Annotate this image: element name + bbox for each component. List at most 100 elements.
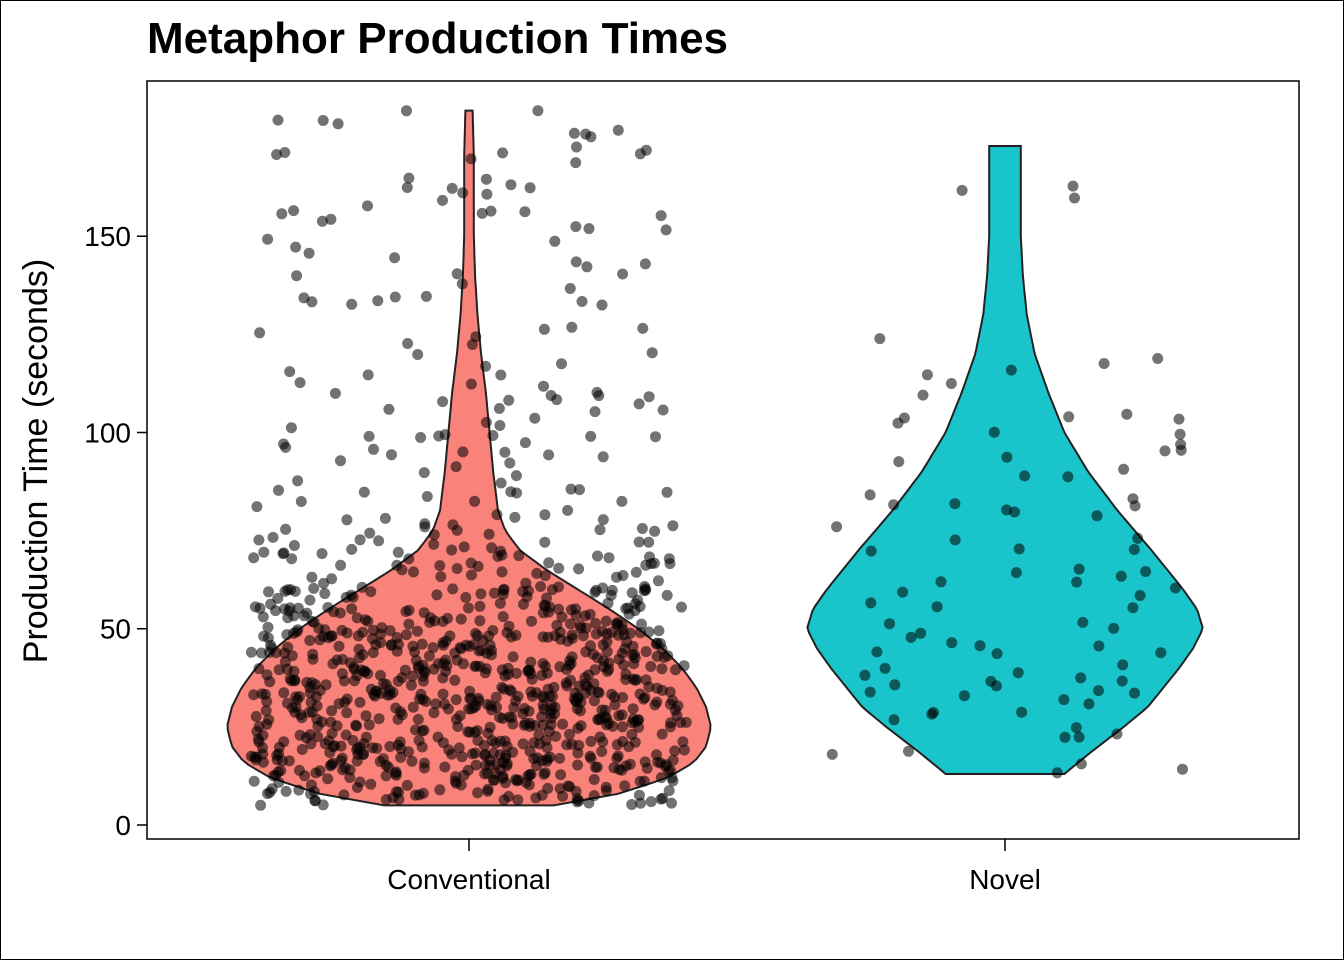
- data-point-conventional: [401, 182, 413, 193]
- data-point-conventional: [629, 652, 641, 664]
- data-point-conventional: [594, 524, 606, 536]
- data-point-conventional: [419, 667, 431, 679]
- data-point-conventional: [626, 799, 638, 810]
- data-point-conventional: [482, 698, 493, 710]
- data-point-conventional: [384, 684, 396, 696]
- data-point-conventional: [613, 763, 625, 775]
- data-point-conventional: [661, 589, 673, 601]
- data-point-conventional: [423, 650, 435, 662]
- data-point-conventional: [326, 705, 338, 717]
- data-point-conventional: [248, 689, 260, 701]
- data-point-conventional: [617, 268, 629, 280]
- data-point-conventional: [572, 759, 584, 771]
- data-point-conventional: [413, 789, 425, 801]
- data-point-novel: [888, 499, 900, 511]
- data-point-conventional: [585, 735, 597, 747]
- data-point-conventional: [566, 632, 578, 644]
- data-point-conventional: [263, 586, 274, 598]
- data-point-conventional: [652, 575, 664, 587]
- data-point-conventional: [474, 615, 486, 627]
- data-point-conventional: [566, 321, 578, 333]
- data-point-conventional: [678, 744, 690, 756]
- data-point-conventional: [592, 550, 603, 562]
- y-tick-label: 50: [100, 614, 131, 645]
- data-point-conventional: [363, 719, 375, 731]
- data-point-conventional: [643, 536, 655, 548]
- data-point-conventional: [428, 529, 440, 541]
- data-point-conventional: [545, 719, 557, 730]
- data-point-conventional: [368, 443, 379, 455]
- data-point-conventional: [285, 422, 297, 434]
- data-point-conventional: [460, 639, 472, 651]
- data-point-conventional: [325, 213, 337, 225]
- data-point-novel: [1001, 504, 1013, 516]
- data-point-conventional: [308, 582, 320, 594]
- data-point-novel: [879, 662, 891, 674]
- data-point-conventional: [640, 674, 652, 686]
- data-point-novel: [874, 333, 886, 345]
- data-point-conventional: [288, 665, 300, 677]
- data-point-conventional: [649, 525, 661, 537]
- data-point-conventional: [310, 767, 322, 779]
- data-point-conventional: [627, 703, 639, 715]
- data-point-novel: [945, 378, 957, 389]
- data-point-novel: [831, 521, 843, 533]
- data-point-novel: [865, 545, 877, 557]
- data-point-conventional: [251, 751, 263, 763]
- data-point-conventional: [319, 588, 331, 599]
- data-point-conventional: [411, 625, 423, 637]
- data-point-conventional: [617, 736, 629, 747]
- data-point-conventional: [421, 491, 433, 502]
- data-point-conventional: [570, 609, 582, 621]
- data-point-novel: [1127, 602, 1139, 614]
- data-point-conventional: [403, 172, 415, 184]
- data-point-conventional: [380, 770, 392, 782]
- data-point-conventional: [333, 640, 345, 652]
- data-point-conventional: [395, 751, 407, 763]
- data-point-conventional: [253, 534, 265, 546]
- data-point-conventional: [450, 461, 462, 473]
- data-point-conventional: [366, 633, 378, 645]
- data-point-conventional: [278, 438, 290, 450]
- data-point-conventional: [544, 601, 556, 613]
- data-point-conventional: [460, 592, 472, 603]
- data-point-novel: [917, 389, 929, 401]
- data-point-conventional: [639, 756, 651, 768]
- data-point-conventional: [465, 557, 477, 569]
- data-point-novel: [1001, 451, 1013, 463]
- data-point-conventional: [469, 495, 481, 507]
- data-point-conventional: [415, 432, 427, 443]
- data-point-conventional: [279, 647, 291, 659]
- data-point-novel: [1077, 616, 1089, 628]
- data-point-conventional: [553, 603, 565, 615]
- data-point-conventional: [341, 627, 353, 639]
- data-point-conventional: [571, 141, 582, 153]
- data-point-conventional: [490, 691, 502, 703]
- data-point-conventional: [564, 283, 576, 294]
- data-point-conventional: [600, 781, 612, 793]
- data-point-conventional: [600, 615, 612, 627]
- data-point-conventional: [414, 693, 425, 705]
- data-point-conventional: [491, 758, 503, 770]
- data-point-conventional: [585, 430, 597, 442]
- data-point-novel: [903, 745, 914, 757]
- data-point-conventional: [430, 698, 442, 710]
- data-point-conventional: [502, 668, 514, 680]
- data-point-conventional: [481, 188, 493, 200]
- data-point-conventional: [602, 597, 614, 609]
- data-point-conventional: [524, 769, 536, 781]
- data-point-conventional: [561, 739, 573, 751]
- data-point-conventional: [326, 727, 338, 739]
- data-point-conventional: [412, 349, 424, 360]
- data-point-conventional: [472, 630, 483, 642]
- data-point-conventional: [347, 734, 359, 746]
- y-axis: 0 50 100 150: [84, 221, 147, 841]
- data-point-conventional: [389, 252, 401, 264]
- data-point-conventional: [312, 731, 324, 743]
- data-point-novel: [1062, 471, 1074, 483]
- data-point-conventional: [504, 457, 516, 469]
- data-point-conventional: [525, 656, 537, 668]
- data-point-conventional: [291, 694, 303, 705]
- data-point-conventional: [288, 205, 300, 217]
- y-tick-label: 100: [84, 417, 131, 448]
